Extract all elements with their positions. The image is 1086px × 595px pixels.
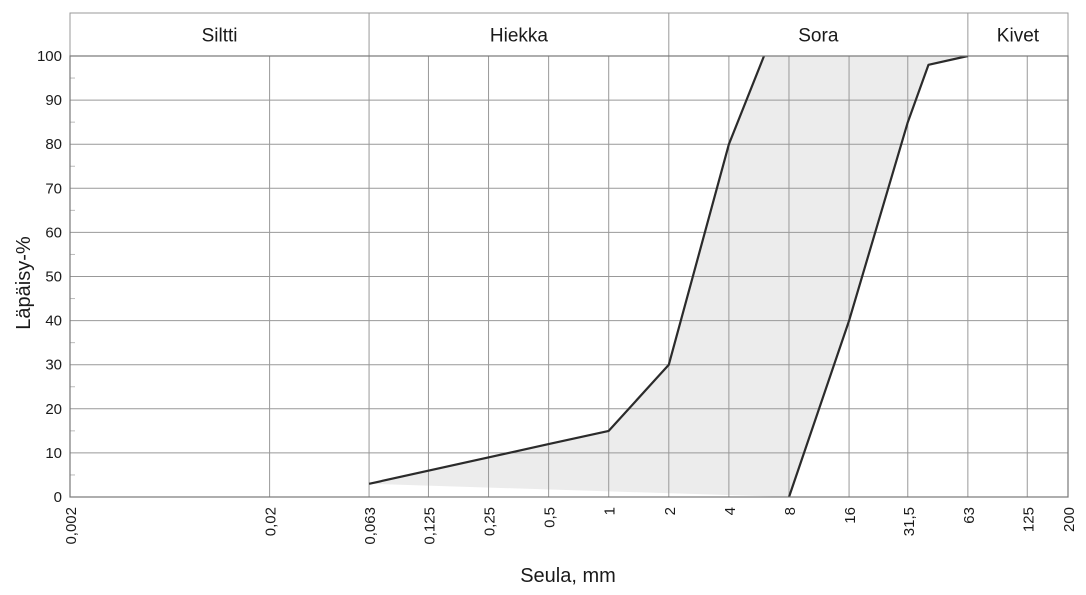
grid-layer	[69, 55, 1069, 498]
x-tick-label-2: 2	[662, 507, 679, 515]
soil-class-label-kivet: Kivet	[997, 26, 1040, 47]
y-tick-label-90: 90	[45, 92, 62, 109]
y-axis-title: Läpäisy-%	[13, 236, 35, 330]
fine-limit-curve	[368, 55, 766, 485]
x-axis-ticks: 0,002 0,02 0,063 0,125 0,25 0,5 1 2 4 8 16 31,5 63 12…	[63, 507, 1078, 545]
x-tick-label-0,125: 0,125	[422, 507, 439, 545]
coarse-limit-curve	[787, 54, 969, 498]
soil-class-label-siltti: Siltti	[202, 26, 238, 47]
x-tick-label-0,25: 0,25	[482, 507, 499, 536]
x-tick-label-0,02: 0,02	[263, 507, 280, 536]
y-tick-label-0: 0	[54, 489, 62, 506]
y-tick-label-70: 70	[45, 180, 62, 197]
x-tick-label-0,5: 0,5	[542, 507, 559, 528]
x-tick-label-63: 63	[961, 507, 978, 524]
x-tick-label-125: 125	[1020, 507, 1037, 532]
x-tick-label-8: 8	[782, 507, 799, 515]
soil-class-label-hiekka: Hiekka	[490, 26, 549, 47]
x-tick-label-16: 16	[842, 507, 859, 524]
y-tick-label-10: 10	[45, 445, 62, 462]
x-tick-label-200: 200	[1061, 507, 1078, 532]
x-tick-label-1: 1	[602, 507, 619, 515]
y-tick-label-20: 20	[45, 401, 62, 418]
plot-border	[69, 55, 1069, 498]
y-tick-label-60: 60	[45, 224, 62, 241]
y-tick-label-100: 100	[37, 48, 62, 65]
y-axis-ticks: 0 10 20 30 40 50 60 70 80 90 100	[37, 48, 62, 506]
header-band	[69, 12, 1069, 57]
x-axis-title: Seula, mm	[520, 565, 616, 587]
envelope-area-layer	[369, 56, 968, 497]
x-tick-label-4: 4	[722, 507, 739, 515]
y-tick-label-40: 40	[45, 313, 62, 330]
y-tick-label-30: 30	[45, 357, 62, 374]
soil-class-label-sora: Sora	[798, 26, 839, 47]
soil-class-header: Siltti Hiekka Sora Kivet	[69, 12, 1069, 57]
envelope-area	[369, 56, 968, 497]
x-tick-label-31,5: 31,5	[901, 507, 918, 536]
series-layer	[368, 54, 969, 498]
x-tick-label-0,002: 0,002	[63, 507, 80, 545]
plot-frame	[69, 55, 1069, 498]
x-tick-label-0,063: 0,063	[362, 507, 379, 545]
y-tick-label-80: 80	[45, 136, 62, 153]
y-tick-label-50: 50	[45, 269, 62, 286]
